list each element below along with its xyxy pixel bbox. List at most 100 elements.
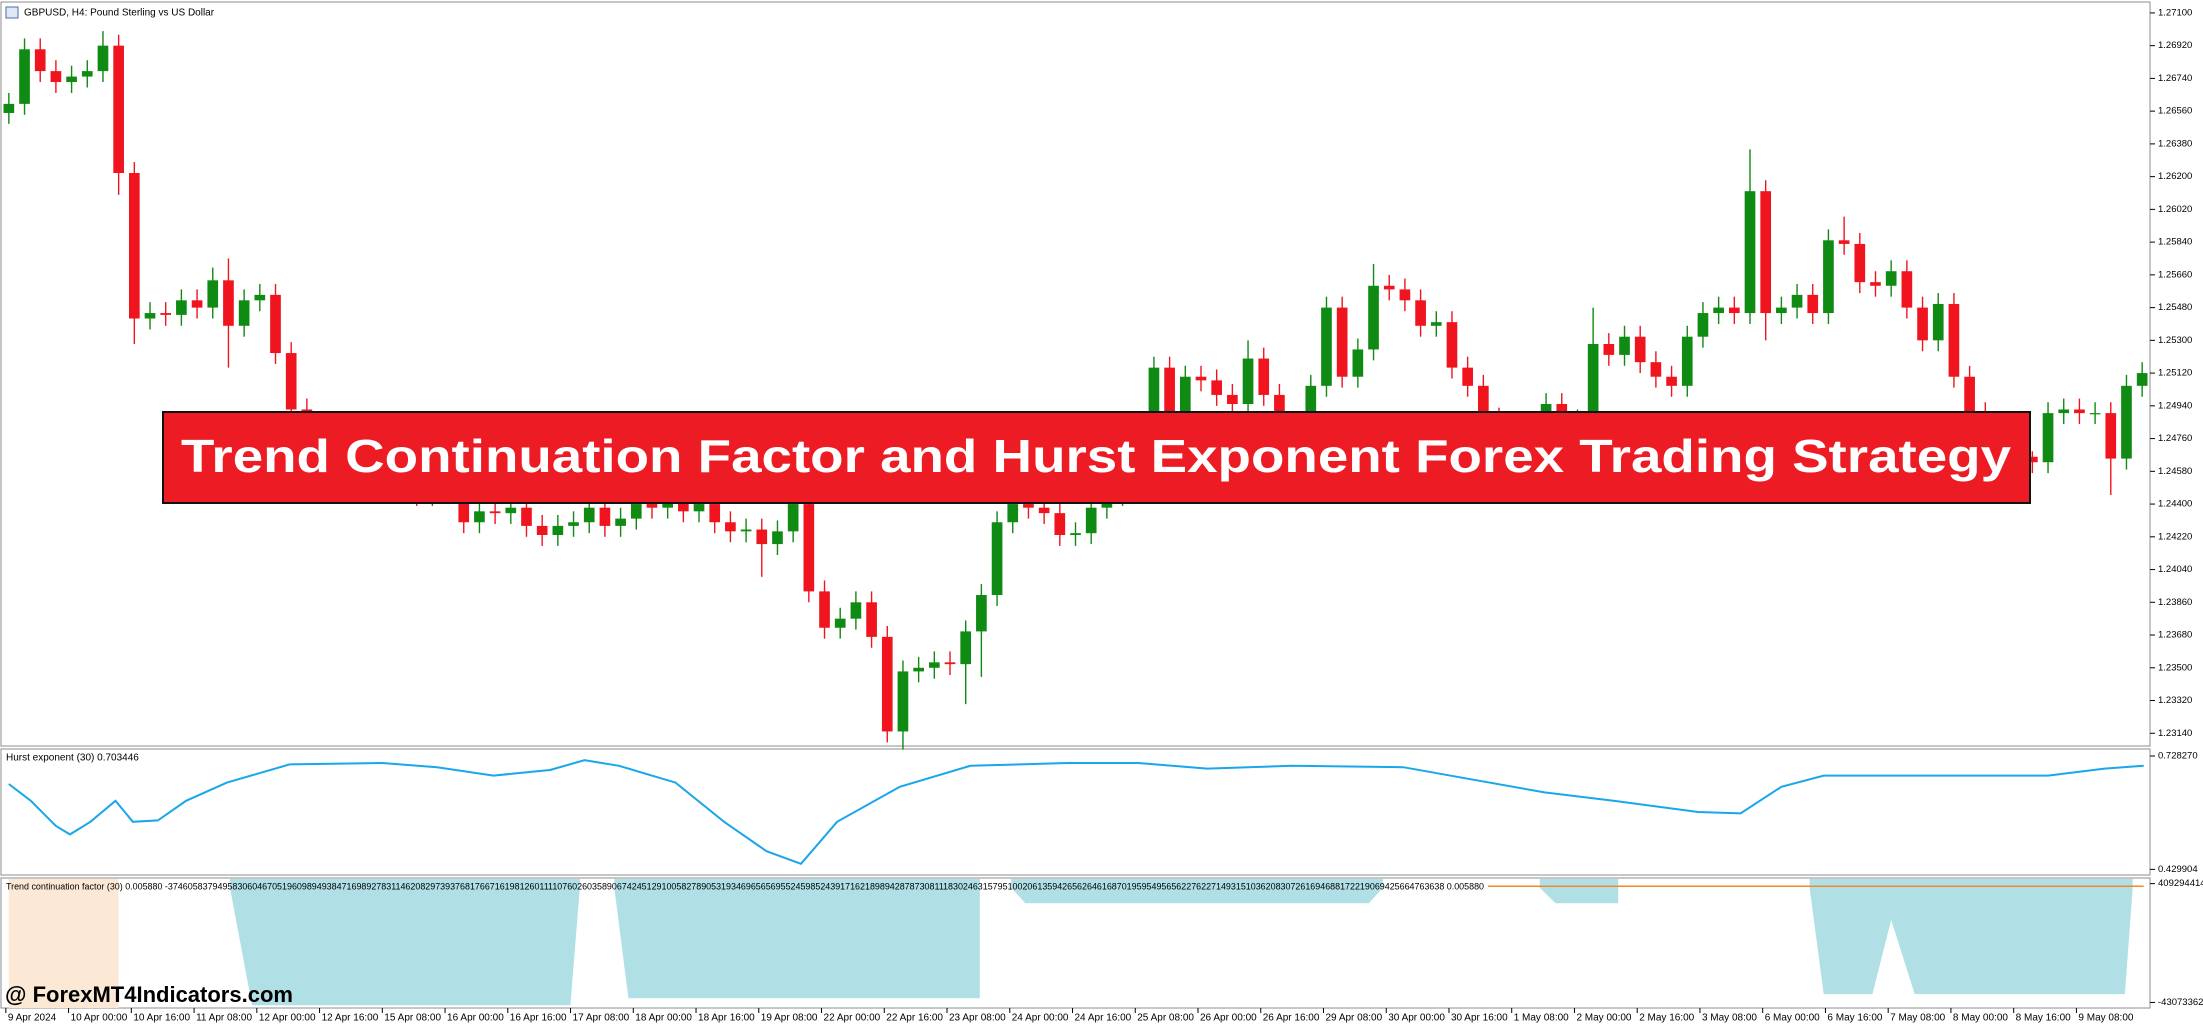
y-tick-label: 1.26740 [2158,73,2192,84]
marks: 9 Apr 2024 10 Apr 00:00 10 Apr 16:00 11 Apr… [3,7,2203,1024]
y-tick-label: 1.25120 [2158,368,2192,379]
candle-body [772,531,783,545]
candle-body [1430,322,1442,326]
candle-body [2121,385,2132,459]
candle-body [1070,533,1081,535]
y-tick-label: 1.26200 [2158,171,2192,182]
candle-body [1258,358,1270,395]
candle-body [1728,307,1740,314]
candle-body [1023,504,1034,508]
candle-body [1838,240,1850,244]
candle-body [1823,240,1834,314]
candle-body [176,300,187,315]
tcf-area [8,879,119,1008]
candle-body [1791,294,1803,308]
candle-body [81,71,93,77]
candle-body [1744,191,1756,314]
x-tick-label: 26 Apr 16:00 [1263,1013,1320,1024]
candle-body [34,49,46,72]
x-tick-label: 15 Apr 08:00 [384,1013,441,1024]
x-tick-label: 24 Apr 00:00 [1012,1013,1069,1024]
candle-body [1901,271,1913,308]
x-tick-label: 8 May 00:00 [1953,1013,2008,1024]
tcf-pane-title: Trend continuation factor (30) 0.005880 … [6,881,1484,891]
candle-body [976,595,987,632]
candle-body [207,280,219,308]
candle-body [1242,358,1254,405]
y-tick-label: 1.24760 [2158,433,2192,444]
candle-body [991,522,1003,596]
x-tick-label: 2 May 16:00 [1639,1013,1694,1024]
x-tick-label: 9 Apr 2024 [8,1013,57,1024]
candle-body [725,522,736,532]
candle-body [1619,336,1630,355]
candle-body [1368,285,1379,350]
candle-body [881,636,893,732]
y-tick-label: 1.24400 [2158,499,2192,510]
candle-body [615,518,626,526]
candle-body [928,662,940,668]
candle-body [1478,385,1489,419]
candle-body [1666,376,1677,386]
candle-body [2058,409,2070,414]
candle-body [693,504,705,512]
candle-body [1446,322,1458,368]
candle-body [97,45,109,72]
x-tick-label: 18 Apr 00:00 [635,1013,692,1024]
candle-body [160,313,172,315]
y-tick-label: 1.25840 [2158,237,2192,248]
candle-body [709,504,721,523]
x-tick-label: 26 Apr 00:00 [1200,1013,1257,1024]
x-tick-label: 30 Apr 16:00 [1451,1013,1508,1024]
candle-body [1085,507,1097,534]
y-tick-label: 0.728270 [2158,751,2198,762]
tcf-area [230,879,580,1006]
candle-body [1650,362,1662,377]
candle-body [599,507,611,526]
candle-body [2089,413,2101,415]
candle-body [960,631,972,665]
x-tick-label: 16 Apr 00:00 [447,1013,504,1024]
x-tick-label: 6 May 00:00 [1765,1013,1820,1024]
candle-body [536,525,548,535]
candle-body [2042,413,2054,463]
candle-body [2105,413,2117,459]
main-pane-frame [0,1,2151,747]
candle-body [458,491,470,523]
candle-body [1227,394,1238,405]
candle-body [1415,300,1426,326]
candle-body [1964,376,1975,414]
y-tick-label: 1.26560 [2158,106,2192,117]
candle-body [521,507,532,526]
candle-body [2136,373,2148,386]
y-tick-label: 1.26380 [2158,138,2192,149]
candle-body [191,300,203,308]
candle-body [474,511,485,523]
candle-body [1383,285,1395,290]
watermark: @ ForexMT4Indicators.com [5,982,293,1007]
candle-body [254,294,266,301]
x-tick-label: 6 May 16:00 [1827,1013,1882,1024]
x-tick-label: 10 Apr 00:00 [71,1013,128,1024]
candle-body [2027,456,2038,463]
hurst-pane-frame [0,748,2151,876]
candle-body [1932,303,1944,341]
y-tick-label: 1.25480 [2158,302,2192,313]
candle-body [223,280,234,326]
x-tick-label: 18 Apr 16:00 [698,1013,755,1024]
candle-body [3,103,15,113]
candle-body [1885,271,1897,286]
candle-body [913,667,924,672]
x-tick-label: 29 Apr 08:00 [1325,1013,1382,1024]
candle-body [1697,313,1709,337]
x-tick-label: 24 Apr 16:00 [1075,1013,1132,1024]
candle-body [819,591,830,628]
x-tick-label: 17 Apr 08:00 [573,1013,630,1024]
y-tick-label: 4092944145 [2158,878,2203,889]
candle-body [1305,385,1317,435]
x-tick-label: 25 Apr 08:00 [1137,1013,1194,1024]
x-tick-label: 22 Apr 16:00 [886,1013,943,1024]
candle-body [944,662,956,665]
